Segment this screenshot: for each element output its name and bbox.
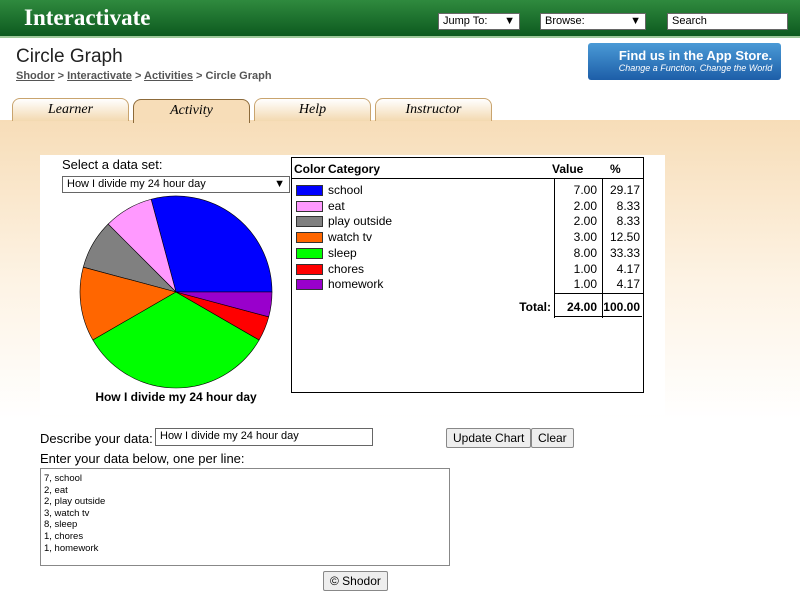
color-swatch [296,279,323,291]
percent: 33.33 [609,245,640,260]
col-rule [602,178,603,318]
total-rule [554,293,643,294]
category: play outside [328,214,393,229]
app-line1: Find us in the App Store. [618,48,773,63]
arrow: ▼ [274,178,285,190]
pie-slice [92,291,260,389]
sep: > [57,70,64,82]
percent: 4.17 [616,277,640,292]
breadcrumb: Shodor > Interactivate > Activities > Ci… [16,70,272,82]
describe-input[interactable]: How I divide my 24 hour day [155,428,373,446]
tab-active[interactable]: Activity [133,99,250,123]
color-swatch [296,216,323,228]
percent: 12.50 [609,230,640,245]
color-swatch [296,263,323,275]
arrow: ▼ [504,15,515,27]
header-rule [292,178,643,179]
crumb-link[interactable]: Shodor [16,70,55,82]
data-table: Color Category Value% school 7.00 29.17 eat 2.0… [291,157,644,393]
value: 1.00 [573,277,597,292]
enter-label: Enter your data below, one per line: [40,451,245,466]
sep: > [196,70,203,82]
selected: How I divide my 24 hour day [67,178,206,190]
column-header: Category [328,162,381,176]
column-header: Color [294,162,326,176]
data-line: 1, chores [44,530,84,542]
header-bar [0,0,800,38]
dataset-label: Select a data set: [62,157,163,172]
label: Jump To: [443,15,488,27]
jump-to-select[interactable]: Jump To: ▼ [438,13,520,30]
crumb-current: Circle Graph [205,70,272,82]
pie-chart: How I divide my 24 hour day [79,195,273,404]
shodor-button[interactable]: © Shodor [323,571,388,591]
data-line: 8, sleep [44,519,78,531]
tab[interactable]: Learner [12,98,129,121]
clear-button[interactable]: Clear [531,428,574,448]
data-line: 1, homework [44,542,99,554]
col-rule [554,178,555,318]
data-line: 2, eat [44,484,68,496]
value: 3.00 [573,230,597,245]
app-line2: Change a Function, Change the World [618,63,773,73]
category: chores [328,261,365,276]
sep: > [134,70,142,82]
value: 7.00 [573,183,597,197]
describe-label: Describe your data: [40,431,153,446]
browse-select[interactable]: Browse: ▼ [540,13,646,30]
category: eat [328,198,345,213]
percent: 4.17 [616,261,640,276]
search-box[interactable]: Search [667,13,788,30]
crumb-link[interactable]: Activities [144,70,193,82]
value: 1.00 [573,261,597,276]
column-header: Value [552,162,584,176]
percent: 8.33 [616,198,640,213]
column-header: % [610,162,621,176]
percent: 8.33 [616,214,640,229]
chart-title: How I divide my 24 hour day [95,390,257,404]
data-line: 2, play outside [44,496,106,508]
category: homework [328,277,384,292]
total-label: Total: [519,300,551,314]
category: watch tv [328,230,373,245]
data-line: 7, school [44,473,83,484]
color-swatch [296,232,323,244]
arrow: ▼ [630,15,641,27]
data-line: 3, watch tv [44,507,90,519]
value: 8.00 [573,245,597,260]
value: 2.00 [573,214,597,229]
color-swatch [296,185,323,196]
app-store-banner[interactable]: Find us in the App Store. Change a Funct… [588,43,781,80]
tab[interactable]: Help [254,98,371,121]
data-textarea[interactable]: 7, school 2, eat 2, play outside 3, watch t… [40,468,450,566]
pie-slice [175,291,273,318]
label: Browse: [545,15,585,27]
crumb-link[interactable]: Interactivate [67,70,132,82]
percent: 29.17 [609,183,640,197]
total-value: 24.00 [566,300,597,314]
color-swatch [296,247,323,259]
dataset-select[interactable]: How I divide my 24 hour day ▼ [62,176,290,193]
color-swatch [296,200,323,212]
tab[interactable]: Instructor [375,98,492,121]
page-title: Circle Graph [16,46,123,67]
category: school [328,183,363,197]
logo[interactable]: Interactivate [24,5,151,30]
category: sleep [328,245,357,260]
pie-slice [150,195,273,293]
total-box [554,293,642,317]
total-percent: 100.00 [603,300,640,314]
update-button[interactable]: Update Chart [446,428,532,448]
value: 2.00 [573,198,597,213]
pie-slice [79,266,177,341]
